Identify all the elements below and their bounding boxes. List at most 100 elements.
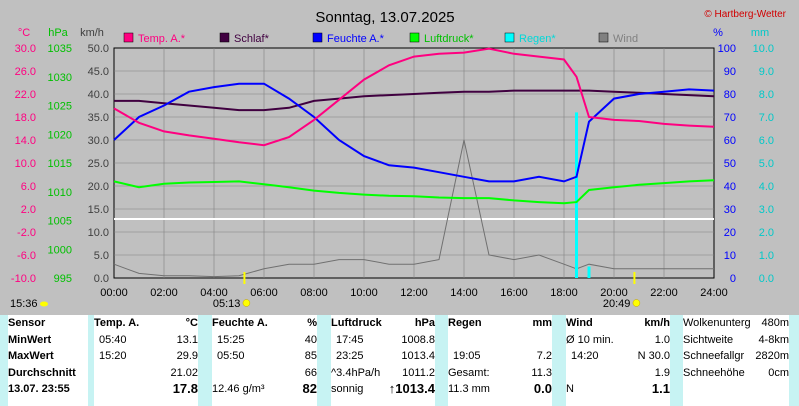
temp-tick: 18.0 — [15, 112, 36, 124]
x-tick: 00:00 — [100, 287, 128, 299]
kmh-tick: 25.0 — [88, 158, 109, 170]
sensor-max-label: MaxWert — [8, 350, 54, 362]
pct-unit: % — [713, 27, 723, 39]
press-now-value: ↑1013.4 — [388, 381, 435, 396]
legend-swatch — [123, 32, 134, 43]
press-min-value: 1008.8 — [401, 333, 435, 346]
kmh-tick: 20.0 — [88, 181, 109, 193]
wind-max-value: N 30.0 — [637, 350, 670, 362]
wind-dir: N — [566, 383, 574, 395]
x-tick: 12:00 — [400, 287, 428, 299]
sensor-column: Sensor MinWert MaxWert Durchschnitt 13.0… — [8, 315, 88, 406]
kmh-tick: 45.0 — [88, 66, 109, 78]
legend-swatch — [598, 32, 609, 43]
sensor-now-label: 13.07. 23:55 — [8, 383, 70, 395]
x-tick: 06:00 — [250, 287, 278, 299]
extra-label: Wolkenunterg — [683, 317, 751, 329]
mm-tick: 1.0 — [759, 250, 774, 262]
hum-max-value: 85 — [304, 350, 317, 362]
temp-tick: -10.0 — [11, 273, 36, 285]
mm-tick: 9.0 — [759, 66, 774, 78]
kmh-tick: 50.0 — [88, 43, 109, 55]
hum-avg-value: 66 — [304, 366, 317, 379]
kmh-tick: 10.0 — [88, 227, 109, 239]
series-line — [113, 82, 715, 183]
mm-unit: mm — [751, 27, 769, 39]
legend-label: Regen* — [519, 33, 556, 45]
hum-min-time: 15:25 — [217, 333, 245, 346]
wind-avg-label: Ø 10 min. — [566, 333, 614, 346]
temp-avg-value: 21.02 — [170, 366, 198, 379]
temp-tick: -2.0 — [17, 227, 36, 239]
temp-unit: °C — [18, 27, 30, 39]
mm-tick: 5.0 — [759, 158, 774, 170]
pressure-column: Luftdruck hPa 17:45 1008.8 23:25 1013.4 ^3.… — [331, 315, 435, 406]
hum-min-value: 40 — [304, 333, 317, 346]
mm-tick: 6.0 — [759, 135, 774, 147]
press-avg-value: 1011.2 — [402, 366, 435, 379]
x-tick: 16:00 — [500, 287, 528, 299]
pct-tick: 10 — [724, 250, 736, 262]
rain-max-value: 7.2 — [536, 350, 552, 362]
legend-label: Schlaf* — [234, 33, 270, 45]
rain-now-value: 0.0 — [533, 381, 552, 396]
press-state: sonnig — [331, 383, 364, 395]
mm-tick: 10.0 — [753, 43, 774, 55]
kmh-tick: 40.0 — [88, 89, 109, 101]
pct-tick: 20 — [724, 227, 736, 239]
kmh-tick: 35.0 — [88, 112, 109, 124]
pct-tick: 100 — [718, 43, 736, 55]
temp-tick: 6.0 — [21, 181, 36, 193]
hum-max-time: 05:50 — [217, 350, 245, 362]
temp-min-time: 05:40 — [99, 333, 127, 346]
rain-column: Regen mm 19:05 7.2 Gesamt: 11.3 11.3 mm 0.0 — [448, 315, 552, 406]
legend-label: Luftdruck* — [424, 33, 474, 45]
legend-swatch — [312, 32, 323, 43]
extra-column: Wolkenunterg 480m Sichtweite 4-8km Schneef… — [683, 315, 789, 406]
x-tick: 20:00 — [600, 287, 628, 299]
temp-tick: -6.0 — [17, 250, 36, 262]
hpa-tick: 1005 — [48, 216, 72, 228]
pct-tick: 0 — [730, 273, 736, 285]
rain-now-total: 11.3 mm — [448, 383, 490, 395]
wind-title: Wind — [566, 317, 593, 329]
hpa-tick: 1010 — [48, 187, 72, 199]
hpa-unit: hPa — [48, 27, 68, 39]
sun-icon — [632, 299, 641, 307]
temp-title: Temp. A. — [94, 317, 140, 329]
series-line — [113, 47, 715, 147]
pct-tick: 50 — [724, 158, 736, 170]
extra-label: Sichtweite — [683, 333, 734, 346]
kmh-tick: 30.0 — [88, 135, 109, 147]
grid — [114, 48, 714, 278]
copyright: © Hartberg-Wetter — [704, 9, 786, 20]
press-max-value: 1013.4 — [401, 350, 435, 362]
temp-tick: 10.0 — [15, 158, 36, 170]
sensor-avg-label: Durchschnitt — [8, 366, 76, 379]
x-tick: 04:00 — [200, 287, 228, 299]
x-tick: 10:00 — [350, 287, 378, 299]
extra-label: Schneehöhe — [683, 366, 745, 379]
moon-label: 15:36 — [10, 298, 38, 310]
kmh-tick: 15.0 — [88, 204, 109, 216]
x-tick: 14:00 — [450, 287, 478, 299]
temp-tick: 30.0 — [15, 43, 36, 55]
pct-tick: 30 — [724, 204, 736, 216]
hpa-tick: 1020 — [48, 129, 72, 141]
extra-label: Schneefallgr — [683, 350, 745, 362]
sunset-label: 20:49 — [603, 298, 631, 310]
series-line — [113, 179, 715, 205]
mm-tick: 7.0 — [759, 112, 774, 124]
legend-swatch — [504, 32, 515, 43]
temp-max-time: 15:20 — [99, 350, 127, 362]
chart-title: Sonntag, 13.07.2025 — [315, 9, 454, 26]
rain-max-time: 19:05 — [453, 350, 481, 362]
legend-swatch — [219, 32, 230, 43]
x-tick: 18:00 — [550, 287, 578, 299]
hum-abs: 12.46 g/m³ — [212, 383, 265, 395]
legend-swatch — [409, 32, 420, 43]
moon-icon — [40, 301, 48, 307]
hpa-tick: 1015 — [48, 158, 72, 170]
extra-value: 480m — [761, 317, 789, 329]
press-unit: hPa — [414, 317, 435, 329]
